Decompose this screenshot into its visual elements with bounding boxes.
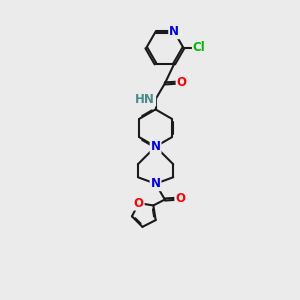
Text: HN: HN	[135, 93, 155, 106]
Text: N: N	[151, 140, 160, 153]
Text: Cl: Cl	[193, 41, 206, 54]
Text: N: N	[169, 25, 179, 38]
Text: O: O	[175, 192, 185, 205]
Text: O: O	[134, 196, 144, 210]
Text: N: N	[151, 177, 160, 190]
Text: O: O	[177, 76, 187, 89]
